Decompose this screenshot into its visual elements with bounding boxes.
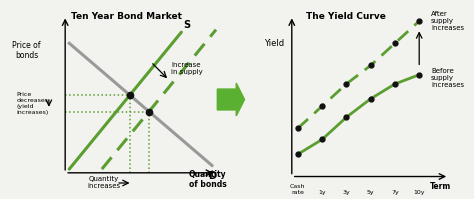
Text: The Yield Curve: The Yield Curve xyxy=(306,12,385,21)
Text: 10y: 10y xyxy=(413,190,425,195)
Text: Price of
bonds: Price of bonds xyxy=(12,41,41,60)
FancyArrow shape xyxy=(217,83,245,116)
Text: S: S xyxy=(183,20,191,30)
Text: D: D xyxy=(208,171,216,181)
Text: Quantity
increases: Quantity increases xyxy=(87,177,120,189)
Text: 5y: 5y xyxy=(367,190,374,195)
Text: Price
decreases
(yield
increases): Price decreases (yield increases) xyxy=(16,92,48,114)
Text: Before
supply
increases: Before supply increases xyxy=(431,68,464,88)
Text: Quantity
of bonds: Quantity of bonds xyxy=(189,170,227,189)
Text: 3y: 3y xyxy=(343,190,350,195)
Text: Ten Year Bond Market: Ten Year Bond Market xyxy=(71,12,182,21)
Text: Cash
rate: Cash rate xyxy=(290,184,306,195)
Text: Yield: Yield xyxy=(264,39,284,48)
Text: Increase
in supply: Increase in supply xyxy=(171,62,203,75)
Text: 7y: 7y xyxy=(391,190,399,195)
Text: After
supply
increases: After supply increases xyxy=(431,11,464,31)
Text: 1y: 1y xyxy=(318,190,326,195)
Text: Term: Term xyxy=(430,182,451,191)
